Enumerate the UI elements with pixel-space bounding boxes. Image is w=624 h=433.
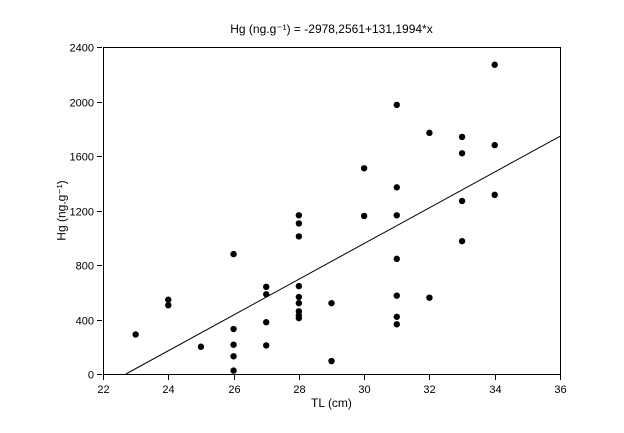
x-tick-label: 26 xyxy=(228,384,240,396)
plot-frame xyxy=(103,47,561,375)
x-tick-label: 30 xyxy=(358,384,370,396)
y-axis-label: Hg (ng.g⁻¹) xyxy=(54,180,69,241)
data-point xyxy=(458,133,466,141)
y-tick-label: 1200 xyxy=(70,207,94,219)
x-tick-label: 24 xyxy=(162,384,174,396)
data-point xyxy=(295,212,303,219)
data-point xyxy=(295,220,303,227)
data-point xyxy=(393,313,400,320)
data-point xyxy=(360,165,368,172)
data-point xyxy=(295,314,303,322)
data-point xyxy=(132,331,139,338)
data-point xyxy=(230,341,237,348)
x-tick-label: 22 xyxy=(97,384,109,396)
data-point xyxy=(230,353,237,360)
data-point xyxy=(426,129,433,137)
data-point xyxy=(165,296,172,303)
data-point xyxy=(393,255,400,263)
data-point xyxy=(458,197,466,205)
data-point xyxy=(230,250,237,258)
y-tick-label: 400 xyxy=(76,316,94,328)
data-point xyxy=(393,101,400,109)
data-point xyxy=(491,191,498,199)
data-point xyxy=(230,367,237,374)
data-point xyxy=(458,150,466,157)
y-tick-label: 2400 xyxy=(70,43,94,55)
data-point xyxy=(295,299,303,307)
x-tick-label: 34 xyxy=(489,384,501,396)
y-tick-label: 0 xyxy=(88,370,94,382)
data-point xyxy=(393,292,400,299)
data-point xyxy=(491,61,498,68)
data-point xyxy=(393,321,400,328)
data-point xyxy=(426,294,433,301)
data-point xyxy=(197,343,205,350)
data-point xyxy=(263,291,270,298)
data-point xyxy=(393,184,400,191)
y-tick-label: 2000 xyxy=(70,98,94,110)
data-point xyxy=(393,212,400,219)
x-tick-label: 32 xyxy=(423,384,435,396)
regression-line xyxy=(125,135,561,375)
data-point xyxy=(295,282,303,290)
data-point xyxy=(263,342,270,349)
data-point xyxy=(295,233,303,240)
data-point xyxy=(295,293,303,301)
y-tick-label: 1600 xyxy=(70,152,94,164)
x-axis-label: TL (cm) xyxy=(311,396,352,410)
data-point xyxy=(328,299,335,307)
data-point xyxy=(458,237,466,245)
x-tick-label: 36 xyxy=(554,384,566,396)
data-point xyxy=(491,141,498,149)
data-point xyxy=(263,283,270,290)
data-point xyxy=(230,325,237,333)
x-tick-label: 28 xyxy=(293,384,305,396)
y-tick-label: 800 xyxy=(76,261,94,273)
data-point xyxy=(165,301,172,309)
data-point xyxy=(360,212,368,220)
chart-title: Hg (ng.g⁻¹) = -2978,2561+131,1994*x xyxy=(230,22,433,36)
data-point xyxy=(328,357,335,365)
data-point xyxy=(263,319,270,326)
